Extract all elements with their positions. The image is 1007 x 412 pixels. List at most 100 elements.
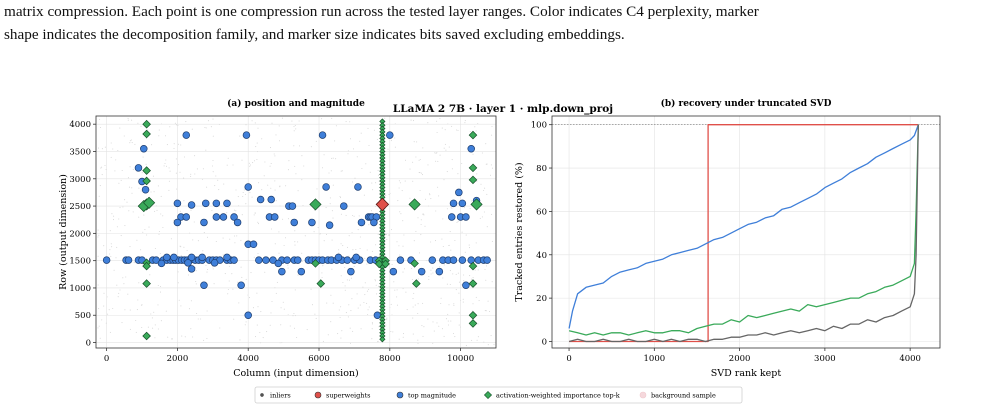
background-sample-point: [253, 256, 255, 258]
background-sample-point: [402, 288, 404, 290]
background-sample-point: [136, 239, 138, 241]
background-sample-point: [171, 338, 173, 340]
background-sample-point: [287, 169, 290, 171]
background-sample-point: [248, 162, 250, 164]
background-sample-point: [245, 124, 247, 126]
background-sample-point: [132, 169, 134, 171]
background-sample-point: [443, 179, 445, 181]
background-sample-point: [388, 193, 390, 195]
background-sample-point: [249, 164, 252, 166]
background-sample-point: [143, 214, 145, 216]
background-sample-point: [237, 281, 239, 283]
panel-a-title: (a) position and magnitude: [227, 98, 365, 109]
background-sample-point: [294, 289, 296, 291]
background-sample-point: [142, 231, 144, 233]
background-sample-point: [154, 247, 156, 250]
background-sample-point: [456, 129, 458, 131]
background-sample-point: [193, 221, 195, 223]
background-sample-point: [223, 183, 225, 185]
top-magnitude-point: [244, 183, 252, 191]
inliers-line: [568, 124, 919, 343]
top-magnitude-point: [483, 256, 491, 264]
figure-title: LLaMA 2 7B · layer 1 · mlp.down_proj: [393, 103, 613, 116]
background-sample-point: [97, 229, 99, 231]
background-sample-point: [140, 304, 143, 306]
background-sample-point: [457, 173, 459, 175]
background-sample-point: [164, 162, 166, 165]
x-tick-label: 2000: [729, 354, 751, 364]
background-sample-point: [127, 177, 130, 179]
background-sample-point: [411, 278, 413, 281]
background-sample-point: [250, 272, 252, 274]
background-sample-point: [443, 264, 445, 266]
background-sample-point: [289, 325, 291, 327]
background-sample-point: [490, 335, 492, 337]
background-sample-point: [168, 167, 170, 169]
background-sample-point: [293, 145, 295, 147]
background-sample-point: [461, 162, 463, 165]
background-sample-point: [368, 288, 370, 290]
background-sample-point: [153, 311, 155, 313]
panel-a-xlabel: Column (input dimension): [233, 368, 359, 379]
background-sample-point: [357, 229, 359, 231]
background-sample-point: [481, 152, 483, 154]
background-sample-point: [211, 209, 213, 211]
background-sample-point: [428, 278, 430, 280]
background-sample-point: [465, 234, 467, 236]
background-sample-point: [401, 190, 403, 192]
background-sample-point: [422, 335, 424, 337]
background-sample-point: [285, 185, 287, 187]
background-sample-point: [356, 156, 358, 158]
background-sample-point: [212, 159, 214, 162]
background-sample-point: [256, 292, 258, 294]
background-sample-point: [175, 158, 177, 160]
background-sample-point: [375, 293, 378, 295]
background-sample-point: [453, 303, 455, 305]
panel-a-points: [102, 118, 491, 343]
background-sample-point: [412, 298, 414, 300]
background-sample-point: [310, 288, 312, 290]
background-sample-point: [481, 216, 483, 218]
top-magnitude-point: [173, 199, 182, 208]
background-sample-point: [430, 269, 432, 271]
background-sample-point: [337, 333, 339, 335]
background-sample-point: [447, 313, 449, 315]
background-sample-point: [190, 173, 192, 175]
top-magnitude-point: [223, 253, 231, 262]
background-sample-point: [124, 309, 126, 311]
background-sample-point: [468, 244, 470, 246]
background-sample-point: [464, 251, 466, 253]
background-sample-point: [435, 152, 437, 154]
background-sample-point: [116, 226, 118, 228]
background-sample-point: [325, 233, 328, 235]
background-sample-point: [283, 308, 285, 310]
background-sample-point: [162, 215, 164, 217]
background-sample-point: [184, 336, 186, 338]
background-sample-point: [166, 144, 168, 146]
background-sample-point: [298, 145, 301, 147]
background-sample-point: [427, 122, 429, 124]
background-sample-point: [340, 337, 342, 339]
background-sample-point: [119, 127, 121, 129]
background-sample-point: [404, 159, 407, 161]
background-sample-point: [218, 189, 220, 191]
background-sample-point: [403, 234, 405, 236]
background-sample-point: [412, 120, 415, 122]
background-sample-point: [403, 268, 406, 270]
background-sample-point: [135, 319, 137, 322]
background-sample-point: [167, 336, 169, 338]
background-sample-point: [117, 296, 119, 298]
background-sample-point: [377, 233, 379, 235]
activation-importance-point: [142, 176, 151, 186]
background-sample-point: [419, 189, 421, 192]
background-sample-point: [202, 168, 204, 170]
background-sample-point: [484, 268, 486, 271]
background-sample-point: [448, 304, 450, 306]
background-sample-point: [227, 288, 229, 291]
background-sample-point: [132, 211, 134, 213]
background-sample-point: [146, 234, 148, 236]
x-tick-label: 0: [104, 354, 109, 364]
activation-importance-point: [381, 259, 390, 269]
background-sample-point: [241, 159, 243, 161]
top-magnitude-point: [294, 256, 302, 264]
